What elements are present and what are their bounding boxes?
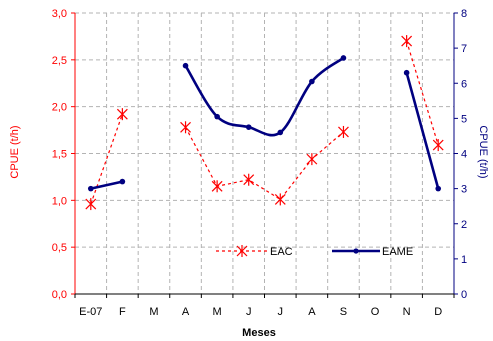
x-tick-label: M bbox=[213, 306, 222, 318]
eame-point bbox=[119, 178, 126, 185]
x-tick-label: D bbox=[434, 306, 442, 318]
eame-point bbox=[435, 185, 442, 192]
grid-lines bbox=[75, 12, 454, 294]
x-axis-ticks: E-07 F M A M J J A S O N D bbox=[74, 294, 455, 318]
eac-line-segment bbox=[90, 113, 123, 205]
left-tick-label: 0,5 bbox=[52, 242, 67, 254]
right-tick-label: 1 bbox=[461, 254, 467, 266]
eame-line-segment bbox=[89, 180, 124, 190]
left-axis-ticks: 0,0 0,5 1,0 1,5 2,0 2,5 3,0 bbox=[52, 8, 75, 301]
eame-point bbox=[245, 124, 252, 130]
left-tick-label: 2,5 bbox=[52, 55, 67, 67]
left-tick-label: 2,0 bbox=[52, 102, 67, 114]
x-tick-label: O bbox=[371, 306, 380, 318]
eac-point bbox=[243, 173, 255, 186]
eac-point bbox=[116, 108, 128, 121]
x-tick-label: J bbox=[246, 306, 252, 318]
eac-line-segment bbox=[406, 40, 439, 146]
legend-eac-marker bbox=[236, 245, 248, 257]
eame-line-segment bbox=[184, 56, 345, 137]
eac-point bbox=[306, 153, 318, 166]
eac-point bbox=[432, 139, 444, 152]
x-tick-label: E-07 bbox=[79, 306, 102, 318]
right-tick-label: 7 bbox=[461, 43, 467, 55]
x-tick-label: F bbox=[119, 306, 126, 318]
eame-line-segment bbox=[405, 71, 440, 190]
eac-point bbox=[274, 193, 286, 206]
y-axis-right-title: CPUE (t/h) bbox=[477, 125, 489, 178]
right-axis-ticks: 0 1 2 3 4 5 6 7 8 bbox=[454, 8, 467, 301]
eame-point bbox=[403, 69, 410, 76]
eame-point bbox=[214, 113, 220, 120]
x-tick-label: M bbox=[149, 306, 158, 318]
left-tick-label: 1,5 bbox=[52, 149, 67, 161]
eac-point bbox=[338, 125, 349, 138]
eame-point bbox=[277, 129, 284, 136]
legend: EAC EAME bbox=[216, 245, 413, 258]
right-tick-label: 8 bbox=[461, 8, 467, 20]
x-tick-label: A bbox=[308, 306, 316, 318]
right-tick-label: 5 bbox=[461, 113, 467, 125]
series-eame bbox=[87, 55, 442, 192]
legend-eame-marker bbox=[353, 248, 359, 254]
legend-eac-label: EAC bbox=[270, 246, 293, 258]
eame-point bbox=[309, 78, 315, 85]
right-tick-label: 4 bbox=[461, 149, 467, 161]
left-tick-label: 1,0 bbox=[52, 195, 67, 207]
x-tick-label: J bbox=[278, 306, 284, 318]
x-tick-label: S bbox=[340, 306, 347, 318]
series-eac bbox=[85, 35, 444, 211]
left-tick-label: 0,0 bbox=[52, 289, 67, 301]
eame-point bbox=[182, 62, 189, 69]
eac-point bbox=[401, 35, 413, 48]
right-tick-label: 6 bbox=[461, 78, 467, 90]
right-tick-label: 0 bbox=[461, 289, 467, 301]
y-axis-left-title: CPUE (t/h) bbox=[9, 125, 21, 178]
eac-point bbox=[85, 198, 97, 211]
eac-point bbox=[211, 180, 223, 193]
x-tick-label: A bbox=[182, 306, 190, 318]
eame-point bbox=[87, 185, 94, 192]
legend-eame-label: EAME bbox=[382, 246, 413, 258]
x-axis-title: Meses bbox=[242, 327, 276, 339]
right-tick-label: 3 bbox=[461, 184, 467, 196]
x-tick-label: N bbox=[403, 306, 411, 318]
left-tick-label: 3,0 bbox=[52, 8, 67, 20]
right-tick-label: 2 bbox=[461, 219, 467, 231]
eac-point bbox=[180, 121, 191, 134]
eame-point bbox=[340, 55, 347, 61]
